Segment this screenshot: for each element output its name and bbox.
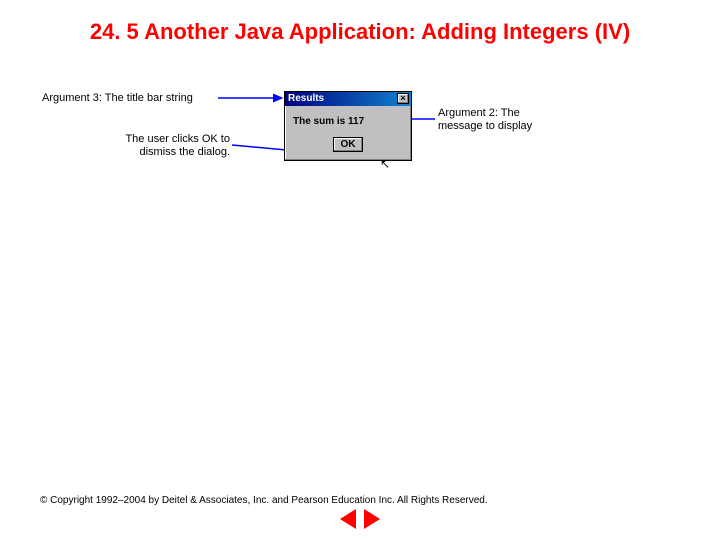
annotation-message-line2: message to display [438,120,532,132]
results-dialog: Results × The sum is 117 OK [284,91,412,161]
annotation-ok: The user clicks OK to dismiss the dialog… [100,133,230,159]
next-slide-icon[interactable] [364,509,380,529]
annotation-titlebar: Argument 3: The title bar string [42,92,242,105]
annotation-message-line1: Argument 2: The [438,107,520,119]
ok-button[interactable]: OK [333,137,363,152]
slide-title: 24. 5 Another Java Application: Adding I… [0,0,720,47]
dialog-titlebar: Results × [285,92,411,106]
annotation-ok-line2: dismiss the dialog. [140,146,231,158]
nav-arrows [0,509,720,534]
annotation-ok-line1: The user clicks OK to [125,133,230,145]
content-area: Argument 3: The title bar string The use… [0,67,720,427]
annotation-message: Argument 2: The message to display [438,107,568,133]
prev-slide-icon[interactable] [340,509,356,529]
dialog-message: The sum is 117 [291,116,405,135]
dialog-button-row: OK [291,135,405,154]
dialog-body: The sum is 117 OK [285,106,411,160]
copyright-text: © Copyright 1992–2004 by Deitel & Associ… [40,495,488,506]
close-icon[interactable]: × [397,93,409,104]
dialog-title-text: Results [288,93,324,104]
